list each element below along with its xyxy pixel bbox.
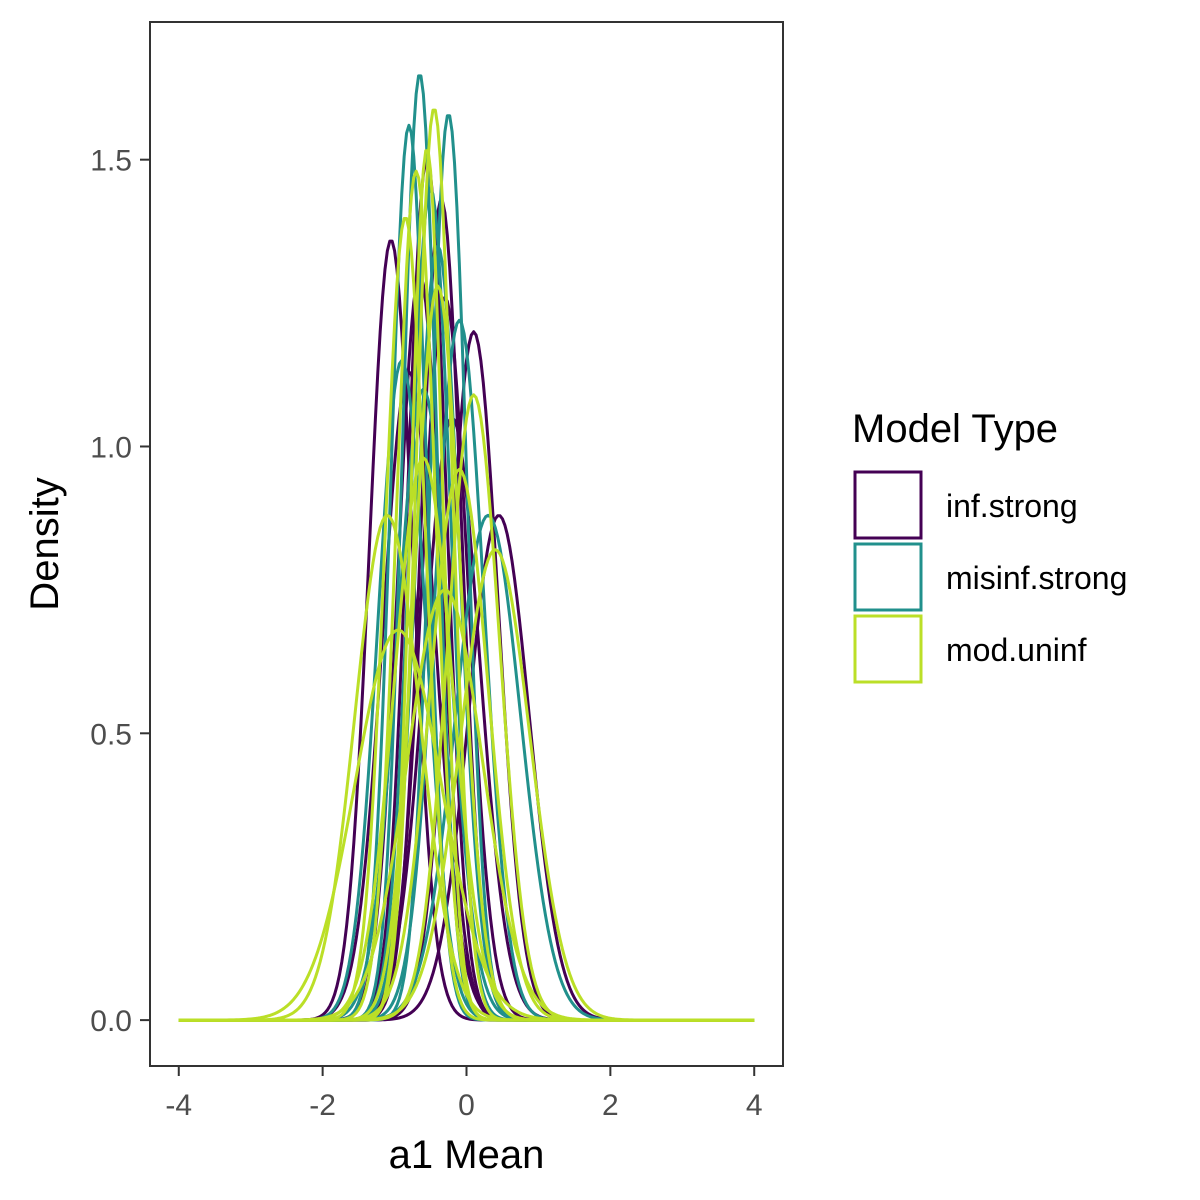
legend-title: Model Type <box>852 407 1058 451</box>
legend-key <box>853 614 923 684</box>
legend-key <box>853 470 923 540</box>
y-tick-label: 0.0 <box>90 1005 132 1038</box>
y-axis: 0.0 0.5 1.0 1.5 <box>90 145 150 1038</box>
x-tick-label: 4 <box>746 1089 763 1122</box>
x-tick-label: -2 <box>309 1089 336 1122</box>
x-tick-label: 0 <box>458 1089 475 1122</box>
y-tick-label: 1.5 <box>90 145 132 178</box>
x-tick-label: -4 <box>165 1089 192 1122</box>
legend-label: mod.uninf <box>946 632 1087 668</box>
legend-label: inf.strong <box>946 488 1078 524</box>
density-line-mod-uninf-30 <box>178 149 755 1022</box>
density-lines <box>178 74 755 1022</box>
y-axis-title: Density <box>23 477 67 610</box>
legend-key <box>853 542 923 612</box>
x-axis-title: a1 Mean <box>389 1133 545 1177</box>
legend-label: misinf.strong <box>946 560 1127 596</box>
x-tick-label: 2 <box>602 1089 619 1122</box>
y-tick-label: 1.0 <box>90 431 132 464</box>
y-tick-label: 0.5 <box>90 718 132 751</box>
x-axis: -4 -2 0 2 4 <box>165 1066 763 1122</box>
legend: Model Type inf.strong misinf.strong mod.un… <box>852 407 1127 684</box>
